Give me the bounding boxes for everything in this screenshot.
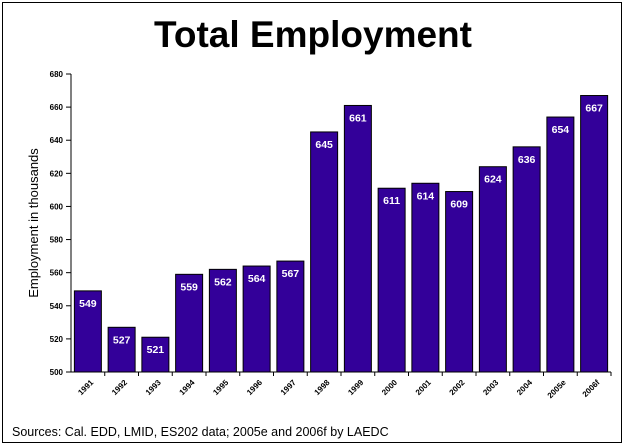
bar-1993 bbox=[141, 336, 170, 373]
x-tick-label: 2001 bbox=[414, 378, 433, 397]
bar-2005e bbox=[546, 116, 575, 373]
x-tick-labels: 1991 1992 1993 1994 1995 1996 1997 1998 1999 2000… bbox=[76, 378, 601, 400]
x-tick-label: 1993 bbox=[144, 378, 163, 397]
chart-title: Total Employment bbox=[154, 14, 472, 55]
bar-value-label: 636 bbox=[518, 154, 536, 166]
bar-2004 bbox=[512, 146, 541, 373]
x-tick-label: 1998 bbox=[313, 378, 332, 397]
x-tick-label: 1999 bbox=[346, 378, 365, 397]
bar-value-label: 667 bbox=[585, 103, 603, 115]
bar-value-label: 521 bbox=[147, 344, 165, 356]
x-tick-label: 2005e bbox=[546, 378, 568, 400]
bars: 549 527 521 559 562 564 567 645 661 611 614 609 624 6… bbox=[73, 95, 609, 373]
bar-1995 bbox=[208, 268, 237, 373]
bar-1997 bbox=[276, 260, 305, 373]
bar-value-label: 559 bbox=[180, 281, 198, 293]
bar-1991 bbox=[73, 290, 102, 373]
bar-value-label: 654 bbox=[552, 124, 570, 136]
bar-2003 bbox=[478, 166, 507, 373]
x-tick-label: 2006f bbox=[581, 378, 602, 399]
y-tick-label: 560 bbox=[50, 269, 64, 278]
y-tick-label: 640 bbox=[50, 136, 64, 145]
bar-2001 bbox=[411, 182, 440, 373]
bar-value-label: 567 bbox=[282, 268, 300, 280]
x-tick-label: 1995 bbox=[211, 378, 230, 397]
bar-2006f bbox=[580, 95, 609, 373]
bar-value-label: 609 bbox=[450, 199, 468, 211]
bar-value-label: 645 bbox=[315, 139, 333, 151]
bar-value-label: 549 bbox=[79, 298, 97, 310]
x-tick-label: 2000 bbox=[380, 378, 399, 397]
x-tick-label: 1994 bbox=[178, 378, 197, 397]
bar-1999 bbox=[343, 104, 372, 373]
bar-1996 bbox=[242, 265, 271, 373]
bar-value-label: 611 bbox=[383, 195, 400, 207]
y-tick-label: 660 bbox=[50, 103, 64, 112]
y-tick-label: 520 bbox=[50, 335, 64, 344]
bar-value-label: 562 bbox=[214, 276, 232, 288]
y-tick-labels: 500 520 540 560 580 600 620 640 660 680 bbox=[50, 70, 64, 377]
y-tick-label: 620 bbox=[50, 169, 64, 178]
x-tick-label: 2004 bbox=[515, 378, 534, 397]
bar-1992 bbox=[107, 326, 136, 373]
source-note: Sources: Cal. EDD, LMID, ES202 data; 200… bbox=[12, 425, 389, 439]
bar-value-label: 564 bbox=[248, 273, 266, 285]
x-tick-label: 2003 bbox=[481, 378, 500, 397]
bar-1998 bbox=[310, 131, 339, 373]
x-tick-label: 2002 bbox=[448, 378, 467, 397]
bar-value-label: 624 bbox=[484, 174, 502, 186]
y-tick-label: 680 bbox=[50, 70, 64, 79]
x-tick-label: 1992 bbox=[110, 378, 129, 397]
bar-2000 bbox=[377, 187, 406, 373]
y-tick-label: 580 bbox=[50, 236, 64, 245]
bar-1994 bbox=[175, 273, 204, 373]
x-tick-label: 1997 bbox=[279, 378, 298, 397]
y-axis-label: Employment in thousands bbox=[26, 148, 41, 298]
bar-value-label: 614 bbox=[417, 190, 435, 202]
bar-value-label: 527 bbox=[113, 334, 131, 346]
x-tick-label: 1996 bbox=[245, 378, 264, 397]
y-tick-label: 500 bbox=[50, 368, 64, 377]
y-tick-label: 600 bbox=[50, 202, 64, 211]
x-tick-label: 1991 bbox=[76, 378, 95, 397]
bar-2002 bbox=[445, 191, 474, 373]
y-tick-label: 540 bbox=[50, 302, 64, 311]
bar-value-label: 661 bbox=[349, 112, 367, 124]
